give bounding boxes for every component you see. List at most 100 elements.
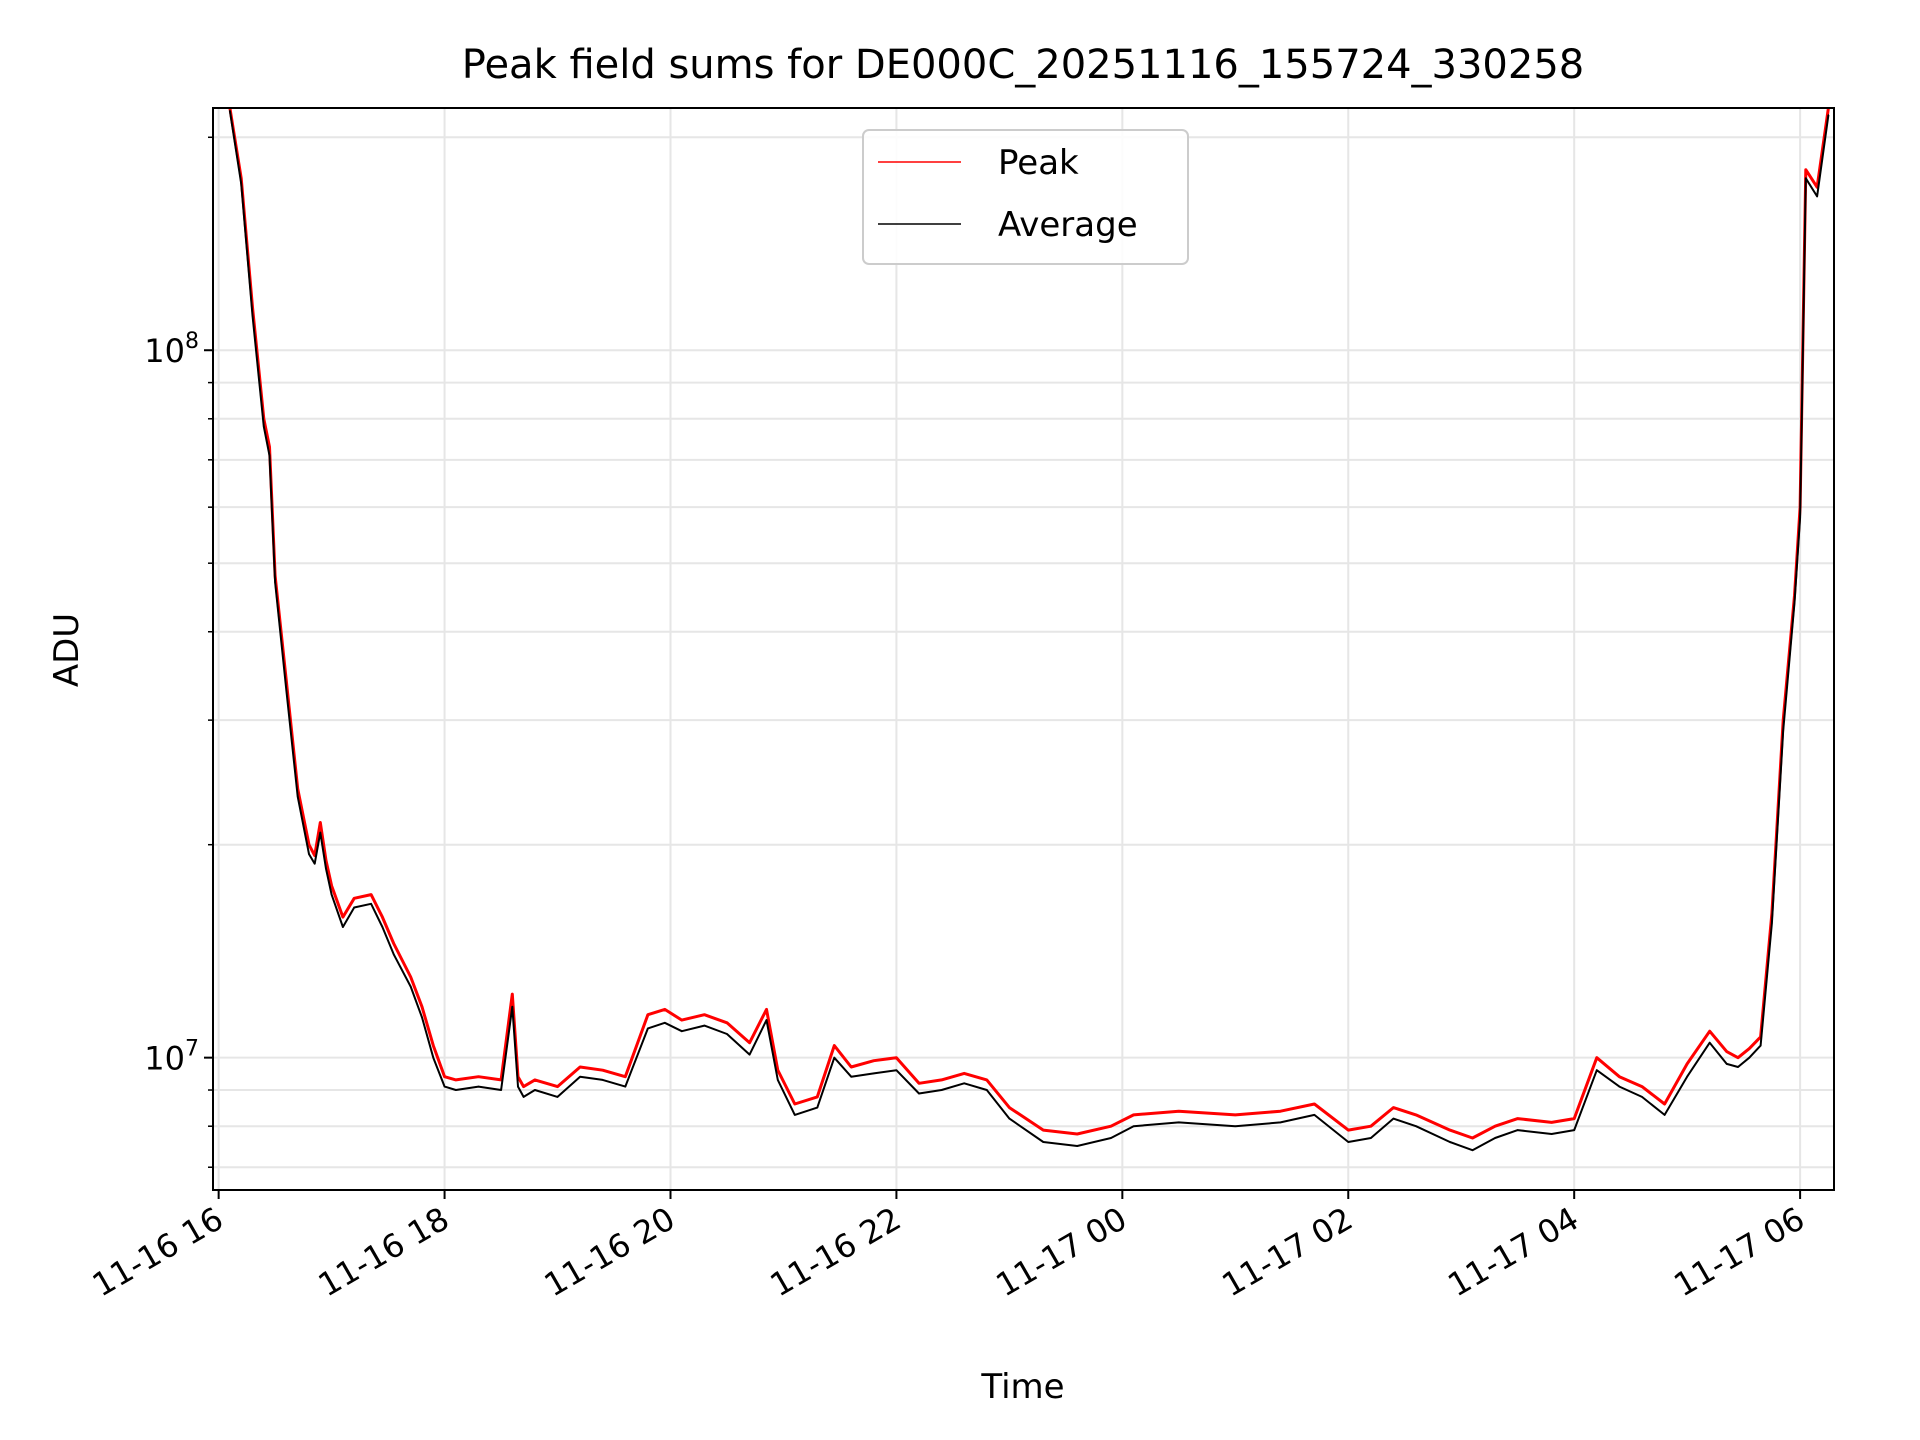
- data-point-average: [1827, 114, 1830, 116]
- data-point-average: [534, 1089, 536, 1091]
- data-point-average: [263, 425, 265, 428]
- data-point-peak: [455, 1079, 457, 1081]
- data-point-average: [477, 1085, 480, 1088]
- data-point-average: [1494, 1137, 1496, 1139]
- data-point-peak: [392, 942, 395, 945]
- data-point-average: [522, 1096, 525, 1098]
- data-point-average: [353, 906, 356, 909]
- data-point-average: [833, 1056, 836, 1059]
- data-point-average: [777, 1079, 779, 1081]
- data-point-average: [1805, 177, 1807, 180]
- data-point-peak: [833, 1044, 836, 1047]
- data-point-peak: [432, 1044, 435, 1047]
- data-point-average: [432, 1056, 435, 1059]
- x-axis-label: Time: [980, 1367, 1064, 1407]
- data-point-average: [1392, 1117, 1395, 1120]
- data-point-average: [1573, 1129, 1575, 1131]
- data-point-average: [1759, 1044, 1762, 1047]
- data-point-peak: [681, 1019, 683, 1021]
- data-point-peak: [1663, 1103, 1666, 1105]
- data-point-average: [918, 1092, 920, 1095]
- data-point-average: [1748, 1056, 1751, 1059]
- data-point-peak: [1641, 1085, 1643, 1088]
- y-tick-base: 10: [144, 1040, 185, 1078]
- data-point-peak: [1042, 1129, 1045, 1131]
- data-point-average: [308, 853, 310, 855]
- y-tick-label: 108: [144, 329, 199, 370]
- data-point-peak: [1178, 1110, 1180, 1112]
- data-point-average: [726, 1033, 728, 1035]
- data-point-peak: [647, 1013, 649, 1016]
- data-point-average: [409, 985, 412, 988]
- y-axis-label: ADU: [47, 613, 87, 687]
- data-point-average: [681, 1030, 683, 1032]
- data-point-peak: [1494, 1125, 1496, 1127]
- data-point-peak: [940, 1079, 943, 1081]
- legend: Peak Average: [862, 129, 1189, 265]
- data-point-average: [1008, 1117, 1011, 1120]
- data-point-peak: [986, 1079, 988, 1081]
- data-point-peak: [1110, 1125, 1112, 1127]
- data-point-average: [1686, 1075, 1688, 1078]
- data-point-average: [325, 867, 327, 870]
- data-point-average: [1110, 1137, 1112, 1139]
- legend-peak-label: Peak: [998, 143, 1079, 183]
- data-point-peak: [308, 843, 310, 846]
- data-point-average: [296, 795, 299, 798]
- legend-box: [862, 129, 1189, 265]
- data-point-average: [703, 1024, 706, 1027]
- data-point-peak: [1686, 1063, 1688, 1065]
- data-point-peak: [1415, 1114, 1417, 1116]
- data-point-peak: [579, 1066, 581, 1068]
- data-point-peak: [534, 1079, 536, 1081]
- data-point-average: [601, 1079, 604, 1081]
- data-point-average: [1737, 1066, 1739, 1068]
- data-point-average: [1370, 1137, 1372, 1139]
- data-point-average: [579, 1075, 581, 1078]
- y-tick-exponent: 7: [185, 1037, 199, 1062]
- data-point-peak: [1550, 1121, 1553, 1124]
- data-point-peak: [1132, 1114, 1135, 1116]
- data-point-average: [940, 1089, 943, 1091]
- y-tick-exponent: 8: [185, 329, 199, 354]
- data-point-peak: [816, 1096, 819, 1098]
- data-point-average: [240, 182, 242, 185]
- data-point-average: [421, 1016, 423, 1019]
- data-point-peak: [421, 1006, 423, 1008]
- data-point-average: [342, 926, 344, 928]
- data-point-peak: [443, 1075, 446, 1078]
- data-point-average: [1132, 1125, 1135, 1127]
- data-point-peak: [342, 916, 344, 918]
- data-point-peak: [353, 897, 356, 900]
- data-point-average: [1076, 1145, 1078, 1147]
- y-tick-base: 10: [144, 332, 185, 370]
- data-point-average: [1641, 1096, 1643, 1098]
- data-point-peak: [1573, 1117, 1575, 1120]
- data-point-peak: [1234, 1114, 1237, 1116]
- data-point-average: [511, 1006, 514, 1008]
- data-point-peak: [1748, 1047, 1751, 1050]
- data-point-average: [1178, 1121, 1180, 1124]
- data-point-peak: [963, 1072, 965, 1075]
- grid: [213, 108, 1834, 1190]
- data-point-average: [319, 831, 322, 834]
- data-point-average: [1042, 1141, 1045, 1143]
- data-point-average: [1313, 1114, 1316, 1116]
- data-point-average: [664, 1022, 666, 1024]
- data-point-average: [986, 1089, 988, 1091]
- data-point-average: [1471, 1149, 1474, 1151]
- data-point-peak: [850, 1066, 852, 1068]
- data-point-peak: [1471, 1137, 1474, 1139]
- data-point-peak: [1370, 1125, 1372, 1127]
- data-point-average: [517, 1085, 519, 1088]
- data-point-average: [443, 1085, 446, 1088]
- data-point-peak: [1449, 1129, 1451, 1131]
- data-point-average: [1663, 1114, 1666, 1116]
- data-point-average: [1550, 1133, 1553, 1135]
- data-point-average: [500, 1089, 502, 1091]
- legend-average-label: Average: [998, 205, 1138, 245]
- data-point-average: [1816, 195, 1818, 198]
- data-point-peak: [726, 1022, 728, 1024]
- series-peak: [228, 108, 1830, 1140]
